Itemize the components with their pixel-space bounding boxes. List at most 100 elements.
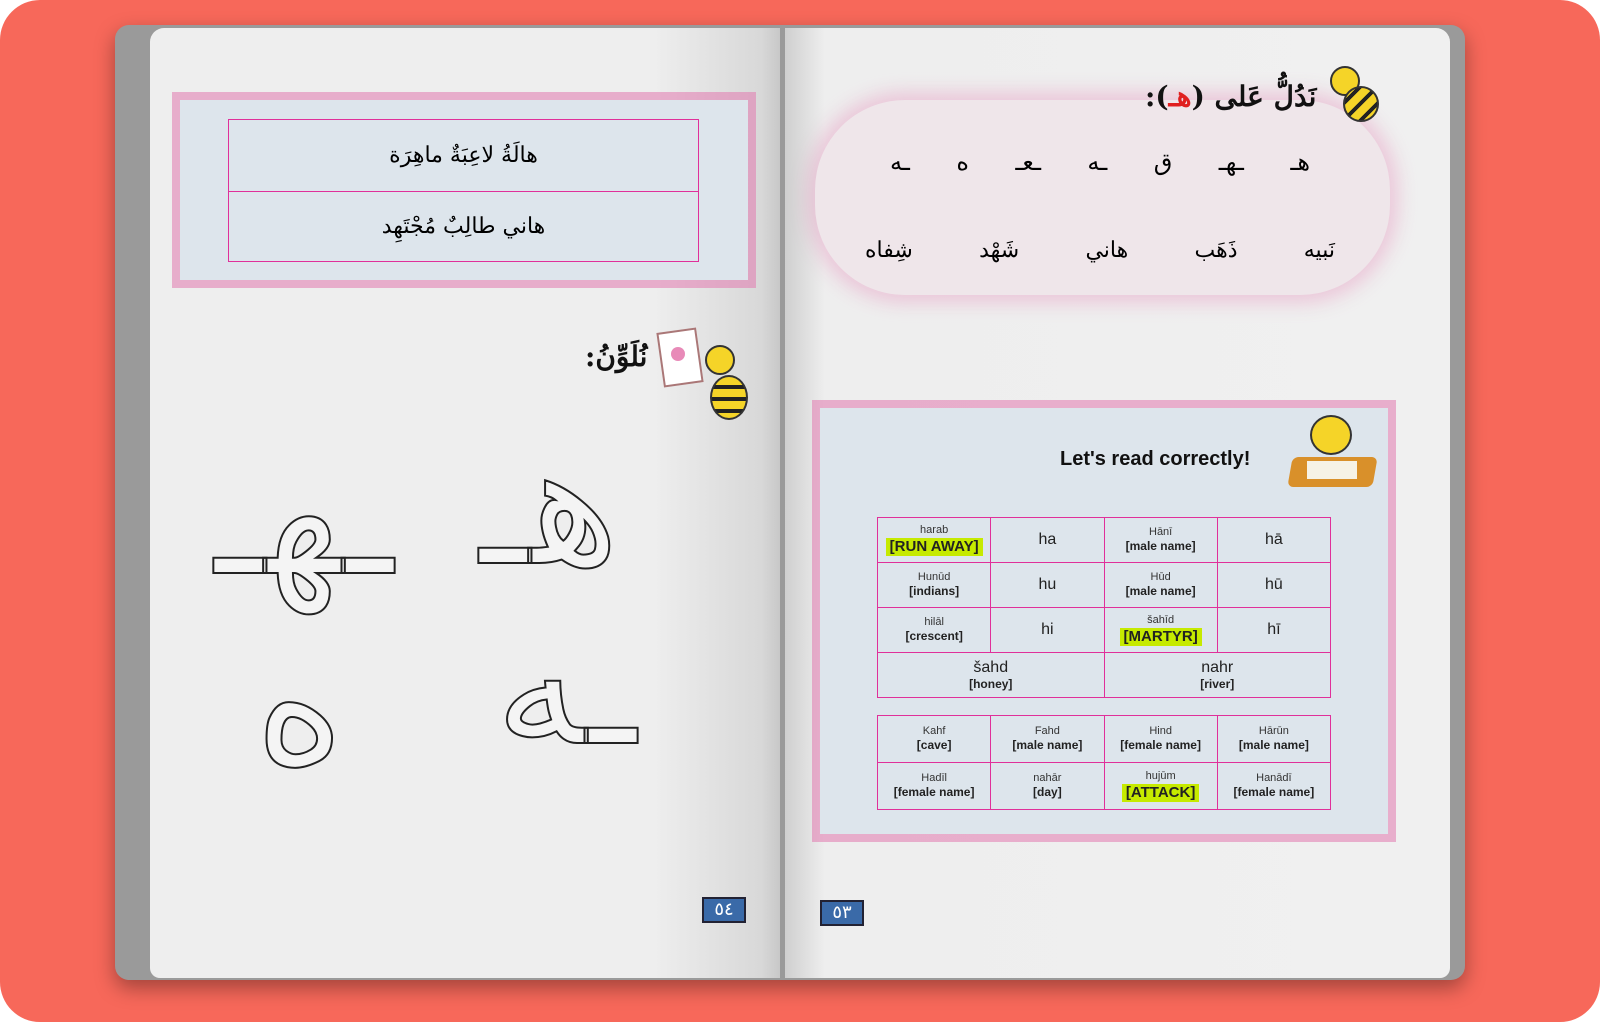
meaning: [indians] bbox=[909, 584, 960, 599]
heading-text: ): bbox=[1145, 80, 1169, 113]
sentence: هالَةُ لاعِبَةٌ ماهِرَة bbox=[389, 142, 538, 168]
sentence-table: هالَةُ لاعِبَةٌ ماهِرَة هاني طالِبٌ مُجْ… bbox=[228, 119, 699, 262]
transliteration: Hind bbox=[1149, 725, 1172, 738]
table-row: hilāl [crescent] hi šahīd [MARTYR] hī bbox=[876, 607, 1332, 653]
transliteration: Hanādī bbox=[1256, 772, 1292, 785]
meaning: [female name] bbox=[1233, 785, 1315, 800]
table-cell: Kahf [cave] bbox=[876, 715, 992, 763]
meaning: [honey] bbox=[969, 677, 1013, 692]
syllable: hi bbox=[1041, 621, 1054, 639]
letter: هـ bbox=[1290, 148, 1310, 176]
table-cell: Fahd [male name] bbox=[990, 715, 1105, 763]
highlighted-meaning: [RUN AWAY] bbox=[885, 538, 983, 556]
syllable: ha bbox=[1038, 531, 1057, 549]
meaning: [female name] bbox=[893, 785, 975, 800]
meaning: [day] bbox=[1033, 785, 1062, 800]
heading-letter: هـ bbox=[1168, 80, 1192, 113]
table-cell: hilāl [crescent] bbox=[876, 607, 992, 653]
transliteration: harab bbox=[920, 523, 949, 536]
transliteration: Kahf bbox=[922, 725, 946, 738]
outline-letter-final: ـه bbox=[494, 586, 637, 784]
letter-list: هـ ـهـ ق ـه ـعـ ه ـه bbox=[890, 148, 1310, 176]
syllable: hī bbox=[1267, 621, 1281, 639]
word: شَهْد bbox=[979, 238, 1020, 263]
table-row: Kahf [cave] Fahd [male name] Hind [female nam… bbox=[876, 715, 1332, 763]
bee-illustration bbox=[1325, 58, 1385, 123]
transliteration: Hārūn bbox=[1258, 725, 1289, 738]
transliteration: nahr bbox=[1201, 659, 1234, 677]
letter: ـه bbox=[890, 148, 910, 176]
letter: ـه bbox=[1087, 148, 1108, 176]
sentence: هاني طالِبٌ مُجْتَهِد bbox=[229, 190, 698, 262]
meaning: [cave] bbox=[916, 738, 952, 753]
find-letter-heading: نَدُلُّ عَلى (هـ): bbox=[1145, 80, 1316, 113]
table-cell: hu bbox=[990, 562, 1105, 608]
outline-letter-medial: ـهـ bbox=[214, 416, 394, 614]
highlighted-meaning: [MARTYR] bbox=[1119, 628, 1202, 646]
letter: ق bbox=[1153, 148, 1173, 176]
table-cell: harab [RUN AWAY] bbox=[876, 517, 992, 563]
transliteration: Hunūd bbox=[917, 571, 951, 584]
transliteration: šahīd bbox=[1147, 613, 1175, 626]
word: نَبيه bbox=[1303, 238, 1335, 263]
table-cell: ha bbox=[990, 517, 1105, 563]
bee-reading-illustration bbox=[1285, 405, 1380, 490]
meaning: [female name] bbox=[1120, 738, 1201, 753]
meaning: [male name] bbox=[1125, 584, 1196, 599]
table-cell: hā bbox=[1216, 517, 1332, 563]
reading-title: Let's read correctly! bbox=[1060, 448, 1251, 470]
transliteration: Hūd bbox=[1150, 571, 1171, 584]
table-row: harab [RUN AWAY] ha Hānī [male name] hā bbox=[876, 517, 1332, 563]
syllable: hā bbox=[1264, 531, 1283, 549]
table-cell: Hadīl [female name] bbox=[876, 762, 992, 810]
highlighted-meaning: [ATTACK] bbox=[1121, 784, 1200, 802]
table-cell: Hind [female name] bbox=[1103, 715, 1218, 763]
table-cell: hī bbox=[1216, 607, 1332, 653]
page-number: ٥٤ bbox=[702, 897, 746, 923]
meaning: [river] bbox=[1200, 677, 1235, 692]
coloring-heading: نُلَوِّنُ: bbox=[585, 340, 648, 373]
syllable: hu bbox=[1038, 576, 1057, 594]
word-list: نَبيه ذَهَب هاني شَهْد شِفاه bbox=[865, 238, 1335, 263]
transliteration: nahār bbox=[1033, 772, 1062, 785]
table-cell: šahd [honey] bbox=[877, 652, 1105, 698]
letter: ـعـ bbox=[1015, 148, 1041, 176]
table-cell: Hārūn [male name] bbox=[1216, 715, 1332, 763]
word: ذَهَب bbox=[1194, 238, 1238, 263]
reading-table-2: Kahf [cave] Fahd [male name] Hind [female nam… bbox=[876, 715, 1332, 810]
table-cell: Hunūd [indians] bbox=[876, 562, 992, 608]
table-cell: Hanādī [female name] bbox=[1216, 762, 1332, 810]
outline-letter-initial: هـ bbox=[479, 406, 620, 604]
table-row: Hadīl [female name] nahār [day] hujūm [ATTACK… bbox=[876, 762, 1332, 810]
word: هاني bbox=[1085, 238, 1129, 263]
outline-letter-isolated: ه bbox=[254, 606, 345, 804]
table-cell: nahār [day] bbox=[990, 762, 1105, 810]
reading-table-1: harab [RUN AWAY] ha Hānī [male name] hā Hunūd[… bbox=[876, 517, 1332, 698]
table-cell: šahīd [MARTYR] bbox=[1103, 607, 1218, 653]
transliteration: Hadīl bbox=[921, 772, 947, 785]
transliteration: Fahd bbox=[1034, 725, 1060, 738]
table-cell: hi bbox=[990, 607, 1105, 653]
meaning: [crescent] bbox=[905, 629, 963, 644]
letter: ه bbox=[956, 148, 969, 176]
word: شِفاه bbox=[865, 238, 913, 263]
table-cell: hū bbox=[1216, 562, 1332, 608]
transliteration: šahd bbox=[973, 659, 1009, 677]
meaning: [male name] bbox=[1125, 539, 1196, 554]
table-cell: nahr [river] bbox=[1103, 652, 1331, 698]
meaning: [male name] bbox=[1012, 738, 1083, 753]
transliteration: hujūm bbox=[1145, 769, 1176, 782]
sentence-box bbox=[180, 100, 748, 280]
table-cell: Hūd [male name] bbox=[1103, 562, 1218, 608]
transliteration: Hānī bbox=[1149, 526, 1173, 539]
syllable: hū bbox=[1264, 576, 1283, 594]
table-cell: Hānī [male name] bbox=[1103, 517, 1218, 563]
table-row: šahd [honey] nahr [river] bbox=[877, 652, 1331, 698]
table-row: Hunūd [indians] hu Hūd [male name] hū bbox=[876, 562, 1332, 608]
letter: ـهـ bbox=[1218, 148, 1244, 176]
table-cell: hujūm [ATTACK] bbox=[1103, 762, 1218, 810]
letters-box bbox=[815, 100, 1390, 295]
heading-text: نَدُلُّ عَلى ( bbox=[1191, 80, 1317, 113]
transliteration: hilāl bbox=[924, 616, 944, 629]
page-number: ٥٣ bbox=[820, 900, 864, 926]
